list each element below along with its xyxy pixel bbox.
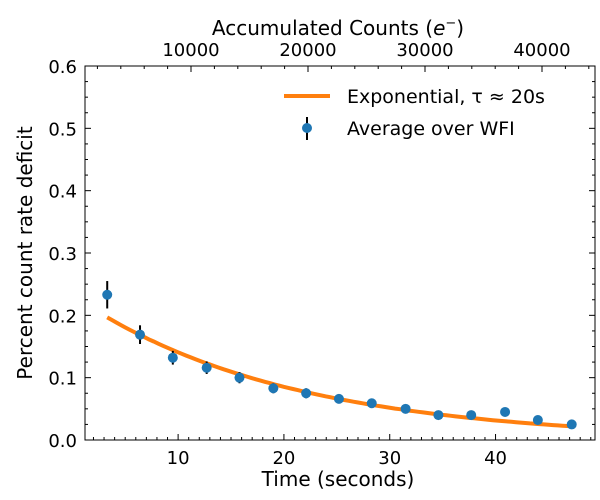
- legend-label-fit: Exponential, τ ≈ 20s: [347, 86, 545, 108]
- data-point: [466, 410, 477, 421]
- x-tick-label: 10: [167, 448, 190, 469]
- top-tick-label: 10000: [162, 40, 219, 61]
- top-tick-label: 40000: [513, 40, 570, 61]
- data-point: [566, 419, 577, 430]
- data-point: [433, 410, 444, 421]
- data-point: [135, 329, 146, 340]
- x-axis-label: Time (seconds): [261, 467, 415, 491]
- data-point: [102, 289, 113, 300]
- y-tick-label: 0.6: [48, 57, 77, 78]
- y-tick-label: 0.4: [48, 182, 77, 203]
- data-point: [366, 398, 377, 409]
- legend: Exponential, τ ≈ 20s Average over WFI: [284, 86, 545, 140]
- y-tick-label: 0.3: [48, 244, 77, 265]
- data-point: [201, 362, 212, 373]
- data-point: [167, 352, 178, 363]
- y-tick-label: 0.1: [48, 369, 77, 390]
- y-axis-label: Percent count rate deficit: [13, 126, 37, 380]
- data-point: [532, 415, 543, 426]
- data-point: [333, 393, 344, 404]
- x-tick-label: 20: [272, 448, 295, 469]
- top-axis-label: Accumulated Counts (e−): [212, 16, 464, 40]
- data-point: [500, 406, 511, 417]
- legend-label-data: Average over WFI: [347, 118, 515, 140]
- data-point: [268, 383, 279, 394]
- data-point: [301, 388, 312, 399]
- top-tick-label: 30000: [396, 40, 453, 61]
- plot-frame: [84, 65, 596, 441]
- x-tick-label: 30: [378, 448, 401, 469]
- top-tick-label: 20000: [279, 40, 336, 61]
- y-tick-label: 0.5: [48, 119, 77, 140]
- x-tick-label: 40: [484, 448, 507, 469]
- y-tick-label: 0.2: [48, 306, 77, 327]
- legend-marker-swatch: [302, 123, 312, 133]
- y-tick-label: 0.0: [48, 431, 77, 452]
- data-point: [234, 372, 245, 383]
- data-point: [400, 403, 411, 414]
